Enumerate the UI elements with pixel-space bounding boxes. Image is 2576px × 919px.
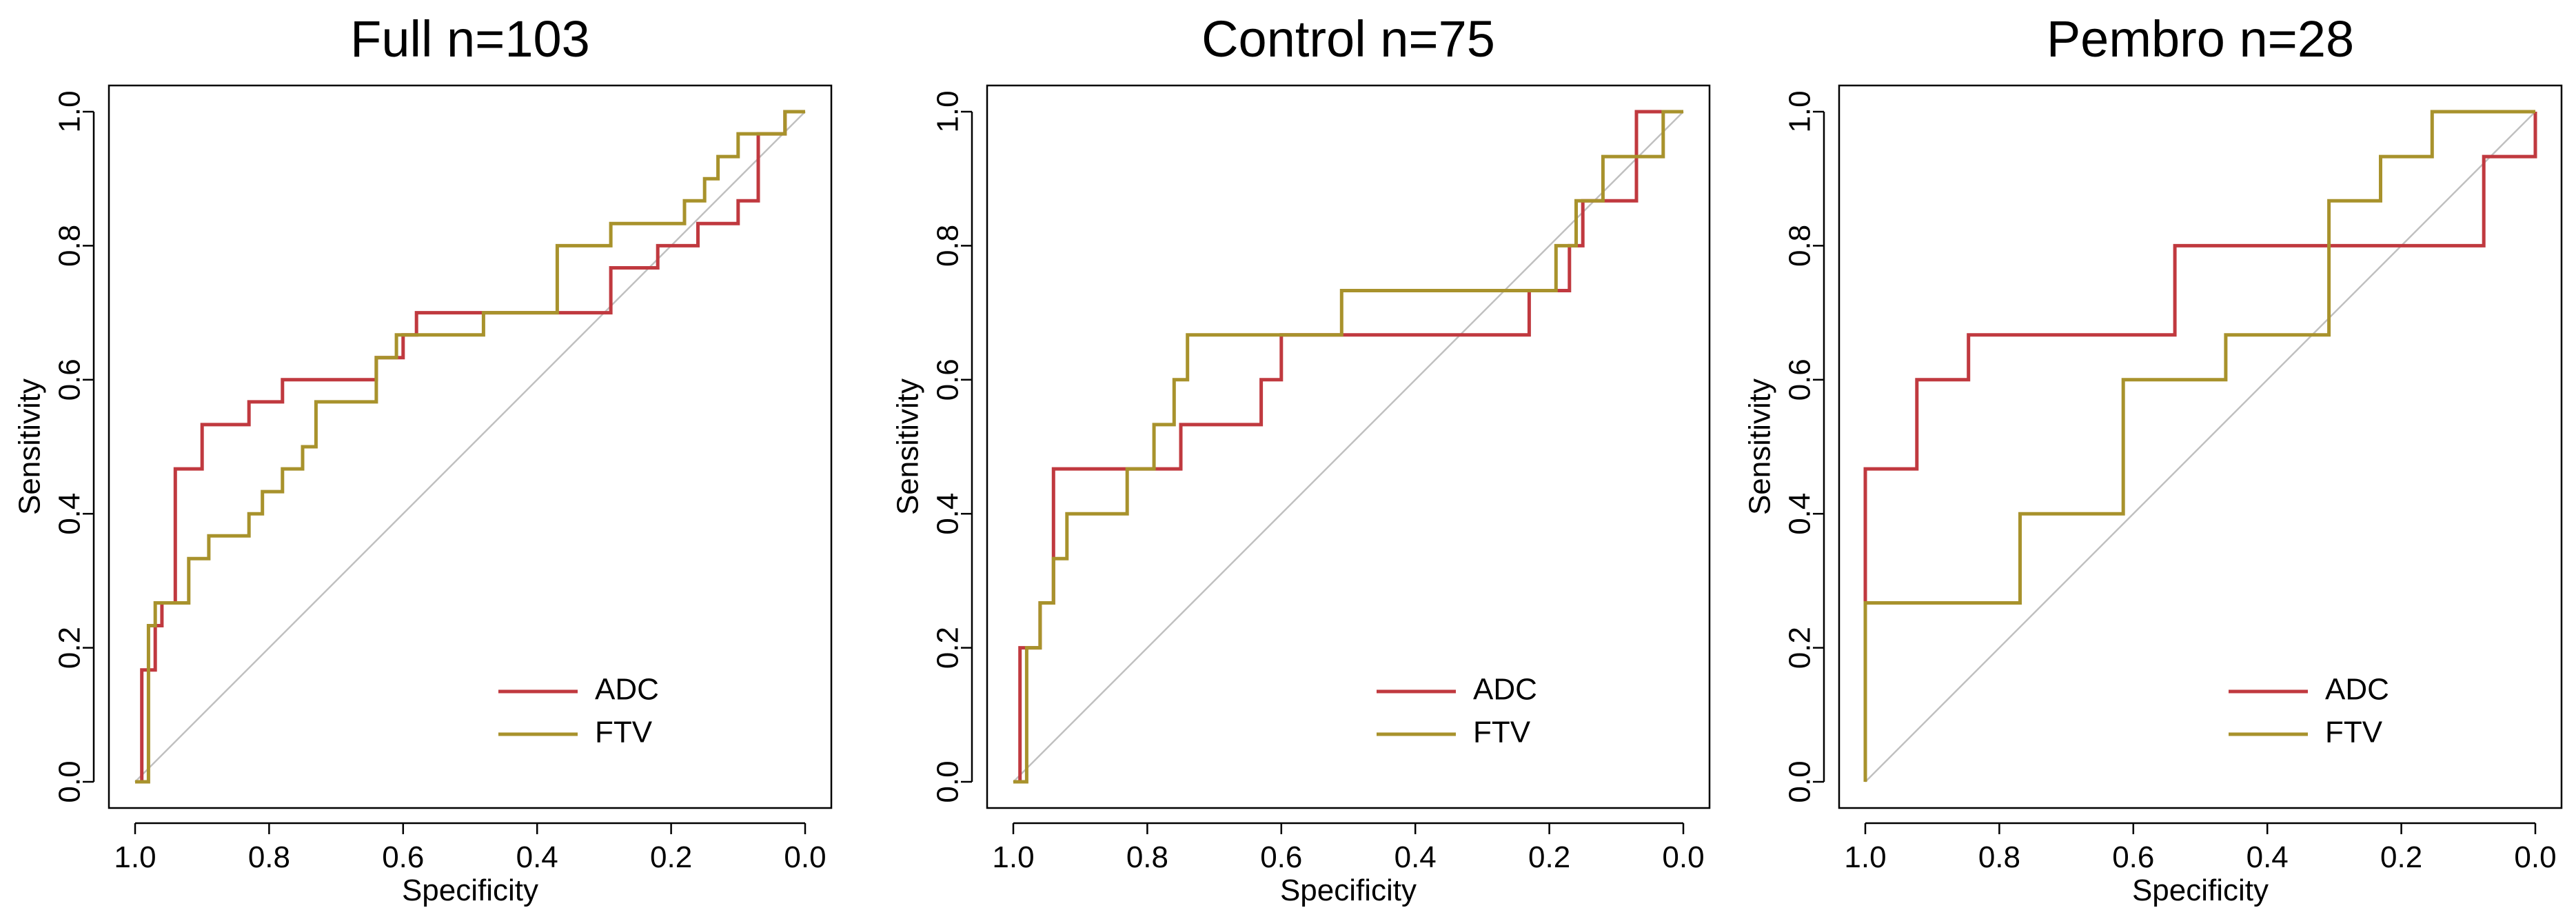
- x-tick-label: 0.4: [516, 840, 558, 874]
- roc-curve-ftv: [1013, 110, 1683, 784]
- y-tick-label: 1.0: [53, 90, 87, 132]
- x-tick-label: 0.4: [1395, 840, 1437, 874]
- y-axis-label: Sensitivity: [891, 378, 925, 515]
- legend-label-ftv: FTV: [595, 716, 653, 749]
- roc-panel-2: Control n=75 1.0 0.8 0.6 0.4 0.2 0.0 Specificit…: [891, 10, 1711, 907]
- x-tick-label: 0.8: [1126, 840, 1168, 874]
- roc-curve-ftv: [135, 110, 805, 784]
- x-tick-label: 0.8: [248, 840, 290, 874]
- y-axis-label: Sensitivity: [13, 378, 47, 515]
- y-tick-label: 0.6: [53, 358, 87, 401]
- y-tick-label: 0.2: [53, 627, 87, 669]
- y-axis-label: Sensitivity: [1743, 378, 1777, 515]
- y-tick-label: 0.2: [1783, 627, 1817, 669]
- y-tick-label: 0.2: [931, 627, 965, 669]
- y-tick-label: 0.0: [53, 760, 87, 802]
- roc-panel-3: Pembro n=28 1.0 0.8 0.6 0.4 0.2 0.0 Specificity…: [1743, 10, 2563, 907]
- y-tick-label: 1.0: [1783, 90, 1817, 132]
- y-tick-label: 0.0: [931, 760, 965, 802]
- x-tick-label: 0.0: [784, 840, 826, 874]
- plot-frame: [986, 84, 1711, 809]
- x-axis-label: Specificity: [1280, 873, 1417, 907]
- roc-curve-adc: [1863, 112, 2537, 782]
- x-tick-label: 0.0: [1662, 840, 1704, 874]
- reference-diagonal-line: [1865, 111, 2536, 782]
- x-tick-label: 0.2: [2380, 840, 2422, 874]
- x-tick-label: 0.0: [2514, 840, 2556, 874]
- x-axis-label: Specificity: [2132, 873, 2269, 907]
- x-tick-label: 1.0: [992, 840, 1034, 874]
- y-tick-label: 0.0: [1783, 760, 1817, 802]
- y-tick-label: 1.0: [931, 90, 965, 132]
- x-tick-label: 0.4: [2247, 840, 2289, 874]
- x-tick-label: 1.0: [1844, 840, 1886, 874]
- y-tick-label: 0.4: [53, 493, 87, 535]
- reference-diagonal-line: [134, 111, 806, 782]
- x-axis-label: Specificity: [402, 873, 538, 907]
- plot-frame: [108, 84, 833, 809]
- x-tick-label: 0.8: [1978, 840, 2020, 874]
- y-tick-label: 0.8: [53, 225, 87, 267]
- legend-label-adc: ADC: [595, 673, 659, 707]
- roc-curve-ftv: [1863, 110, 2535, 782]
- panel-title: Pembro n=28: [2047, 10, 2354, 68]
- y-tick-label: 0.8: [931, 225, 965, 267]
- y-tick-label: 0.8: [1783, 225, 1817, 267]
- y-tick-label: 0.6: [1783, 358, 1817, 401]
- y-tick-label: 0.4: [931, 493, 965, 535]
- x-tick-label: 0.2: [650, 840, 692, 874]
- x-tick-label: 0.6: [2112, 840, 2154, 874]
- x-tick-label: 0.2: [1528, 840, 1570, 874]
- legend-label-ftv: FTV: [1473, 716, 1531, 749]
- legend-label-adc: ADC: [2325, 673, 2389, 707]
- panel-title: Full n=103: [350, 10, 590, 68]
- x-tick-label: 1.0: [114, 840, 156, 874]
- y-tick-label: 0.6: [931, 358, 965, 401]
- legend-label-adc: ADC: [1473, 673, 1537, 707]
- plot-frame: [1838, 84, 2563, 809]
- panel-title: Control n=75: [1201, 10, 1495, 68]
- x-tick-label: 0.6: [1260, 840, 1302, 874]
- reference-diagonal-line: [1013, 111, 1684, 782]
- y-tick-label: 0.4: [1783, 493, 1817, 535]
- x-tick-label: 0.6: [382, 840, 424, 874]
- legend-label-ftv: FTV: [2325, 716, 2383, 749]
